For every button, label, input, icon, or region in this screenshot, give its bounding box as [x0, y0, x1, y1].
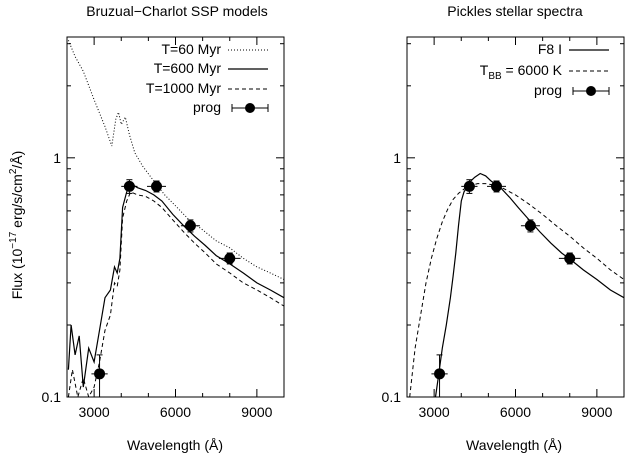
legend-label: T=600 Myr: [154, 60, 222, 76]
data-point: [121, 179, 138, 194]
x-tick-label: 9000: [241, 404, 272, 420]
data-point: [461, 179, 478, 194]
data-point: [180, 219, 200, 233]
plot-area: 3000 6000 9000 0.1 1: [42, 36, 285, 420]
series-line: [67, 182, 284, 388]
legend-swatch: [572, 86, 610, 96]
series-line: [67, 191, 284, 397]
panel-pickles: Pickles stellar spectra Wavelength (Å) 3…: [382, 3, 625, 453]
chart-title: Pickles stellar spectra: [447, 3, 583, 19]
plot-area: 3000 6000 9000 0.1 1: [382, 36, 625, 420]
x-axis-label: Wavelength (Å): [466, 437, 562, 453]
y-tick-label: 1: [53, 150, 61, 166]
data-point: [431, 354, 448, 398]
legend: T=60 Myr T=600 Myr T=1000 Myr prog: [146, 41, 269, 115]
data-point: [558, 252, 581, 265]
legend-label: F8 I: [538, 41, 562, 57]
data-point: [218, 252, 241, 265]
legend-label: TBB = 6000 K: [480, 62, 563, 82]
data-point: [91, 354, 108, 398]
series-line: [434, 172, 624, 397]
chart-title: Bruzual−Charlot SSP models: [86, 3, 267, 19]
panel-bruzual-charlot: Bruzual−Charlot SSP models Flux (10−17 e…: [8, 3, 285, 453]
legend-label: prog: [193, 99, 221, 115]
legend-label: T=1000 Myr: [146, 80, 221, 96]
y-tick-label: 0.1: [42, 389, 62, 405]
x-tick-label: 6000: [160, 404, 191, 420]
x-tick-label: 3000: [419, 404, 450, 420]
y-axis-label: Flux (10−17 erg/s/cm2/Å): [8, 151, 25, 300]
data-point: [147, 180, 167, 193]
x-tick-label: 3000: [79, 404, 110, 420]
legend: F8 I TBB = 6000 K prog: [480, 41, 610, 98]
legend-label: T=60 Myr: [161, 41, 221, 57]
series-line: [67, 40, 284, 280]
x-axis-label: Wavelength (Å): [127, 437, 223, 453]
y-tick-label: 1: [393, 150, 401, 166]
series-line: [409, 183, 624, 397]
legend-swatch: [231, 103, 269, 113]
data-point: [487, 180, 507, 193]
legend-label: prog: [534, 82, 562, 98]
y-tick-label: 0.1: [382, 389, 402, 405]
x-tick-label: 9000: [581, 404, 612, 420]
data-point: [520, 219, 540, 233]
x-tick-label: 6000: [500, 404, 531, 420]
